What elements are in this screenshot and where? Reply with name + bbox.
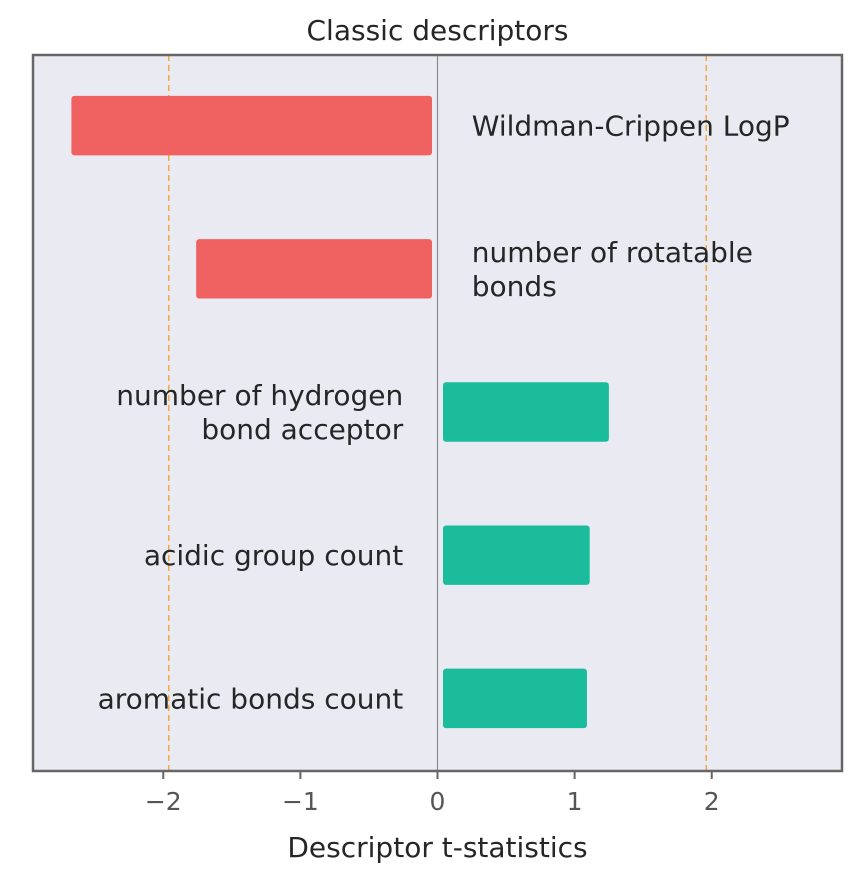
bar-label-line: acidic group count [144,539,403,572]
bar-label-line: Wildman-Crippen LogP [472,110,790,143]
bar-label-2: number of hydrogen bond acceptor [116,379,403,446]
bar-0 [71,95,433,156]
bar-label-line: aromatic bonds count [98,682,404,715]
bar-label-0: Wildman-Crippen LogP [472,110,790,143]
bar-4 [442,668,587,729]
x-tick-label-2: 0 [430,787,446,816]
bar-label-line: bond acceptor [201,413,403,446]
bar-label-4: aromatic bonds count [98,682,404,715]
bar-label-3: acidic group count [144,539,403,572]
x-tick-label-3: 1 [567,787,583,816]
x-axis-label: Descriptor t-statistics [287,831,587,864]
bar-label-line: bonds [472,270,557,303]
bar-label-line: number of hydrogen [116,379,403,412]
x-tick-label-1: −1 [282,787,319,816]
bars [71,95,609,729]
x-tick-label-4: 2 [704,787,720,816]
x-tick-label-0: −2 [145,787,182,816]
bar-label-line: number of rotatable [472,236,753,269]
x-axis-ticks: −2 −1 0 1 2 [145,771,720,816]
chart-title: Classic descriptors [307,14,569,47]
bar-label-1: number of rotatable bonds [472,236,753,303]
bar-2 [442,382,609,442]
bar-1 [196,239,433,299]
bar-3 [442,525,590,585]
